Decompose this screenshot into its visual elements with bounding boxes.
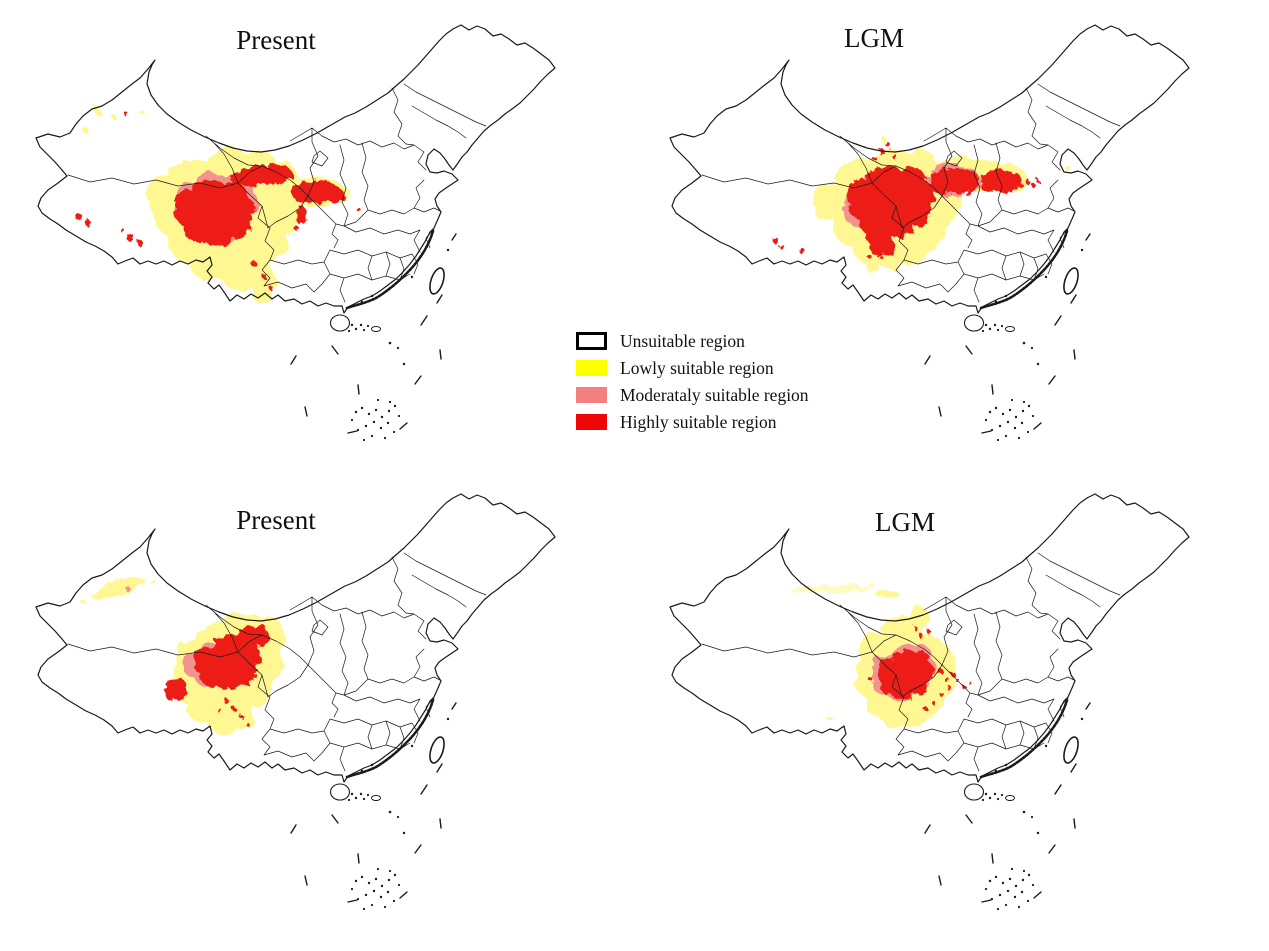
suitability-overlay [80, 576, 287, 734]
legend-swatch-moderately [576, 387, 607, 403]
panel-title: Present [236, 505, 316, 535]
legend: Unsuitable region Lowly suitable region … [576, 330, 813, 433]
legend-label: Unsuitable region [620, 331, 745, 351]
legend-label: Lowly suitable region [620, 358, 774, 378]
legend-item-moderately-suitable: Moderataly suitable region [576, 386, 809, 404]
highly-suitable-region-layer [868, 627, 972, 711]
map-panel-present-top: Present [0, 12, 635, 482]
legend-swatch-highly [576, 414, 607, 430]
suitability-overlay [773, 137, 1070, 272]
highly-suitable-region-layer [74, 113, 360, 291]
panel-title: LGM [875, 507, 935, 537]
panel-title: LGM [844, 23, 904, 53]
legend-swatch-lowly [576, 360, 607, 376]
map-panel-lgm-top: LGM [634, 12, 1269, 482]
china-map-present-bottom: Present [34, 492, 557, 912]
highly-suitable-region-layer [164, 624, 270, 727]
china-map-lgm-bottom: LGM [668, 492, 1191, 912]
map-panel-lgm-bottom: LGM [634, 481, 1269, 951]
suitability-overlay [792, 583, 972, 730]
legend-item-lowly-suitable: Lowly suitable region [576, 359, 809, 377]
legend-swatch-unsuitable [576, 332, 607, 350]
china-map-present-top: Present [34, 23, 557, 443]
legend-item-unsuitable: Unsuitable region [576, 332, 809, 350]
map-panel-present-bottom: Present [0, 481, 635, 951]
legend-label: Moderataly suitable region [620, 385, 809, 405]
suitability-overlay [74, 108, 360, 302]
panel-title: Present [236, 25, 316, 55]
legend-label: Highly suitable region [620, 412, 777, 432]
legend-item-highly-suitable: Highly suitable region [576, 413, 809, 431]
china-map-lgm-top: LGM [668, 23, 1191, 443]
